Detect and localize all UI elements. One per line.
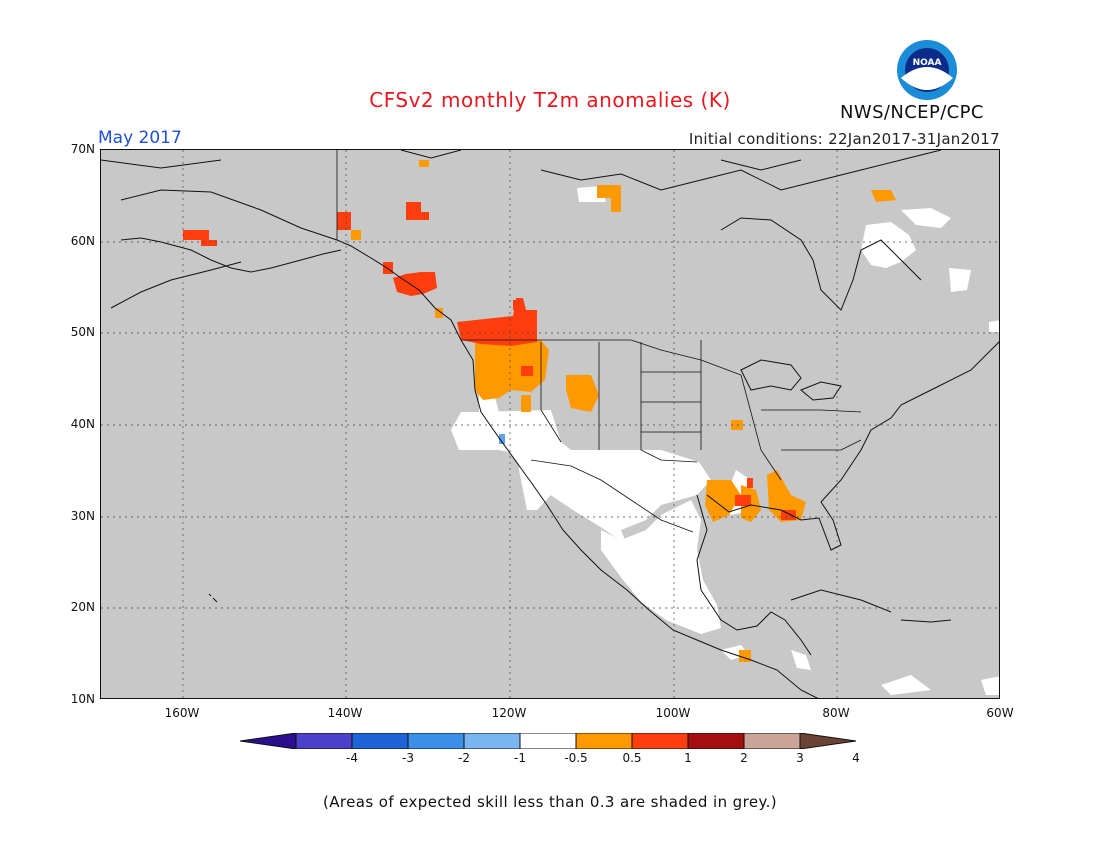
- agency-label: NWS/NCEP/CPC: [840, 102, 984, 123]
- lon-label: 160W: [164, 706, 200, 720]
- colorbar-tick-label: 0.5: [622, 751, 642, 765]
- borders: [336, 150, 862, 533]
- colorbar-tick-label: -0.5: [564, 751, 588, 765]
- colorbar-swatch: [743, 732, 801, 750]
- lat-label: 50N: [70, 325, 95, 339]
- skill-footnote: (Areas of expected skill less than 0.3 a…: [322, 793, 778, 811]
- lat-label: 20N: [70, 600, 95, 614]
- forecast-month: May 2017: [98, 128, 182, 148]
- colorbar-swatch: [295, 732, 353, 750]
- colorbar-swatch: [463, 732, 521, 750]
- colorbar-tick-label: 1: [684, 751, 692, 765]
- colorbar-tick-label: -3: [402, 751, 414, 765]
- colorbar-swatch: [239, 732, 297, 750]
- colorbar-tick-label: -1: [514, 751, 526, 765]
- cool-anomaly-patch: [499, 434, 505, 444]
- lat-label: 60N: [70, 234, 95, 248]
- lon-label: 120W: [491, 706, 527, 720]
- colorbar-swatch: [519, 732, 577, 750]
- chart-title: CFSv2 monthly T2m anomalies (K): [369, 88, 731, 112]
- colorbar-tick-label: 3: [796, 751, 804, 765]
- colorbar: [239, 732, 862, 750]
- lon-label: 60W: [986, 706, 1014, 720]
- colorbar-swatch: [631, 732, 689, 750]
- lat-label: 40N: [70, 417, 95, 431]
- colorbar-swatch: [407, 732, 465, 750]
- anomaly-map: [100, 149, 1000, 699]
- near-normal-regions: [451, 186, 999, 695]
- lat-label: 30N: [70, 509, 95, 523]
- warm-anomaly-1-2: [183, 202, 796, 520]
- noaa-logo-icon: NOAA: [895, 38, 959, 102]
- initial-conditions: Initial conditions: 22Jan2017-31Jan2017: [688, 130, 1000, 148]
- lat-label: 10N: [70, 692, 95, 706]
- colorbar-swatch: [799, 732, 857, 750]
- colorbar-swatch: [687, 732, 745, 750]
- coastlines: [101, 150, 999, 698]
- logo-text: NOAA: [913, 58, 942, 68]
- colorbar-tick-label: -4: [346, 751, 358, 765]
- lon-label: 100W: [655, 706, 691, 720]
- lon-label: 80W: [822, 706, 850, 720]
- lat-label: 70N: [70, 142, 95, 156]
- colorbar-swatch: [575, 732, 633, 750]
- warm-anomaly-0-5-1: [351, 160, 896, 662]
- lon-label: 140W: [327, 706, 363, 720]
- colorbar-swatch: [351, 732, 409, 750]
- colorbar-tick-label: -2: [458, 751, 470, 765]
- colorbar-tick-label: 2: [740, 751, 748, 765]
- colorbar-tick-label: 4: [852, 751, 860, 765]
- graticule: [101, 150, 999, 698]
